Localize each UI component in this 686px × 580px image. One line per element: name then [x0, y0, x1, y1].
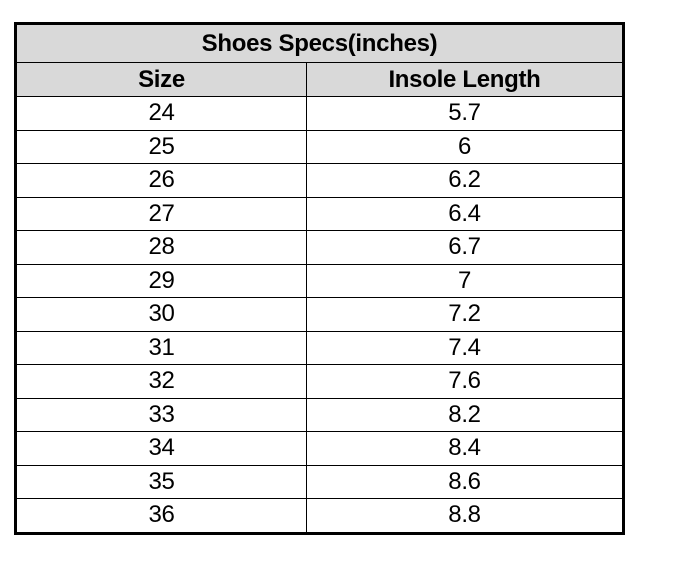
size-cell: 26 [15, 163, 307, 198]
table-title-row: Shoes Specs(inches) [15, 23, 624, 63]
size-cell: 34 [15, 431, 307, 466]
size-cell: 32 [15, 364, 307, 399]
insole-length-cell: 6.4 [306, 196, 624, 231]
shoes-specs-table: Shoes Specs(inches) Size Insole Length 2… [14, 22, 625, 535]
size-cell: 35 [15, 464, 307, 499]
table-row: 25 6 [15, 129, 624, 164]
size-cell: 31 [15, 330, 307, 365]
table-row: 26 6.2 [15, 163, 624, 198]
shoes-specs-table-container: Shoes Specs(inches) Size Insole Length 2… [14, 22, 625, 535]
table-row: 32 7.6 [15, 364, 624, 399]
table-row: 33 8.2 [15, 397, 624, 432]
insole-length-cell: 6 [306, 129, 624, 164]
table-row: 35 8.6 [15, 464, 624, 499]
size-cell: 36 [15, 498, 307, 534]
insole-length-cell: 7.4 [306, 330, 624, 365]
column-header-insole-length: Insole Length [306, 62, 624, 97]
table-header-row: Size Insole Length [15, 62, 624, 97]
insole-length-cell: 5.7 [306, 96, 624, 131]
table-title: Shoes Specs(inches) [15, 23, 624, 63]
table-row: 28 6.7 [15, 230, 624, 265]
column-header-size: Size [15, 62, 307, 97]
size-cell: 33 [15, 397, 307, 432]
table-row: 36 8.8 [15, 498, 624, 534]
table-body: 24 5.7 25 6 26 6.2 27 6.4 28 6.7 29 7 30 7.2 31 7.4 32 7.… [15, 96, 624, 534]
size-cell: 24 [15, 96, 307, 131]
insole-length-cell: 7.6 [306, 364, 624, 399]
size-cell: 29 [15, 263, 307, 298]
insole-length-cell: 8.4 [306, 431, 624, 466]
table-row: 31 7.4 [15, 330, 624, 365]
size-cell: 30 [15, 297, 307, 332]
size-cell: 28 [15, 230, 307, 265]
table-row: 29 7 [15, 263, 624, 298]
insole-length-cell: 8.8 [306, 498, 624, 534]
size-cell: 25 [15, 129, 307, 164]
insole-length-cell: 7 [306, 263, 624, 298]
table-row: 30 7.2 [15, 297, 624, 332]
table-row: 27 6.4 [15, 196, 624, 231]
table-row: 34 8.4 [15, 431, 624, 466]
insole-length-cell: 7.2 [306, 297, 624, 332]
size-cell: 27 [15, 196, 307, 231]
insole-length-cell: 6.2 [306, 163, 624, 198]
insole-length-cell: 6.7 [306, 230, 624, 265]
insole-length-cell: 8.2 [306, 397, 624, 432]
table-row: 24 5.7 [15, 96, 624, 131]
insole-length-cell: 8.6 [306, 464, 624, 499]
